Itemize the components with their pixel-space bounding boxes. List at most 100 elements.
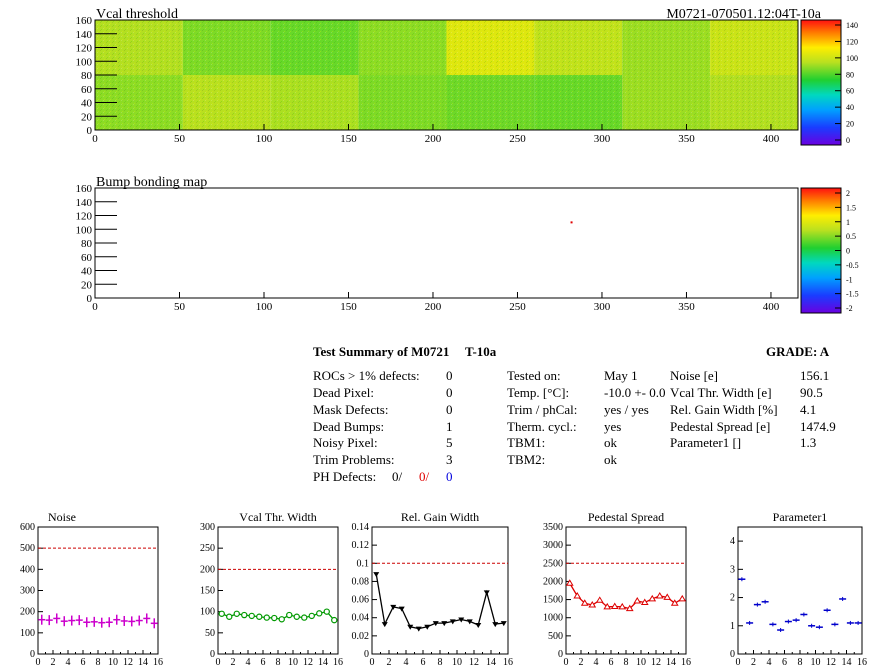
x-tick-label: 100	[256, 133, 273, 145]
data-point	[648, 594, 657, 602]
colorbar-gradient	[800, 19, 842, 146]
x-tick-label: 8	[438, 657, 443, 668]
data-point	[595, 596, 604, 603]
y-tick-label: 3000	[543, 540, 563, 551]
colorbar-tick-label: 0	[846, 247, 850, 256]
x-tick-label: 4	[594, 657, 599, 668]
y-tick-label: 500	[548, 631, 563, 642]
colorbar-tick-label: -2	[846, 304, 853, 313]
y-tick-label: 1000	[543, 613, 563, 624]
pixel-noise	[182, 75, 271, 130]
data-point	[483, 590, 490, 596]
data-point	[248, 612, 255, 620]
y-tick-label: 2000	[543, 576, 563, 587]
data-point	[301, 614, 308, 621]
data-point	[286, 611, 293, 619]
plot-title: Noise	[48, 510, 76, 524]
x-tick-label: 16	[333, 657, 343, 668]
x-tick-label: 50	[174, 301, 186, 313]
series-line	[375, 574, 504, 630]
data-point	[432, 621, 439, 627]
y-tick-label: 140	[76, 197, 93, 209]
x-tick-label: 12	[303, 657, 313, 668]
x-tick-label: 250	[509, 133, 526, 145]
data-point	[308, 612, 315, 620]
y-tick-label: 0	[87, 125, 93, 137]
y-tick-label: 60	[81, 84, 93, 96]
data-point	[458, 617, 465, 623]
x-tick-label: 2	[387, 657, 392, 668]
y-tick-label: 20	[81, 111, 93, 123]
x-tick-label: 0	[736, 657, 741, 668]
y-tick-label: 100	[76, 224, 93, 236]
pixel-noise	[358, 20, 447, 75]
y-tick-label: 0.14	[352, 522, 370, 533]
y-tick-label: 300	[20, 586, 35, 597]
x-tick-label: 4	[66, 657, 71, 668]
pixel-noise	[270, 20, 359, 75]
plot-frame	[737, 526, 863, 655]
colorbar-tick-label: -1	[846, 275, 853, 284]
data-point	[603, 602, 612, 610]
x-tick-label: 4	[767, 657, 772, 668]
data-point	[407, 624, 414, 630]
y-tick-label: 150	[200, 586, 215, 597]
x-tick-label: 300	[594, 301, 611, 313]
x-tick-label: 16	[857, 657, 867, 668]
colorbar-tick-label: 60	[846, 87, 854, 96]
data-point	[633, 597, 642, 604]
x-tick-label: 300	[594, 133, 611, 145]
data-point	[331, 616, 338, 624]
y-tick-label: 200	[200, 564, 215, 575]
data-point	[218, 610, 225, 617]
colorbar-tick-label: 80	[846, 70, 854, 79]
series-line	[569, 582, 683, 610]
colorbar-tick-label: 0.5	[846, 232, 856, 241]
data-point	[663, 593, 672, 600]
x-tick-label: 2	[231, 657, 236, 668]
y-tick-label: 40	[81, 98, 93, 110]
y-tick-label: 1500	[543, 595, 563, 606]
map2-title: Bump bonding map	[96, 175, 207, 190]
series-line	[221, 610, 335, 621]
x-tick-label: 0	[36, 657, 41, 668]
colorbar-tick-label: 120	[846, 37, 858, 46]
data-point	[492, 622, 499, 628]
y-tick-label: 0	[210, 649, 215, 660]
x-tick-label: 14	[666, 657, 676, 668]
x-tick-label: 12	[826, 657, 836, 668]
x-tick-label: 0	[92, 133, 98, 145]
bump-bonding-colorbar: 2 1.5 1 0.5 0 -0.5 -1 -1.5 -2	[800, 187, 859, 314]
x-tick-label: 250	[509, 301, 526, 313]
data-point	[625, 604, 634, 612]
colorbar-tick-label: -1.5	[846, 290, 859, 299]
y-tick-label: 60	[81, 252, 93, 264]
y-tick-label: 300	[200, 522, 215, 533]
data-point	[263, 614, 270, 621]
y-tick-label: 80	[81, 70, 93, 82]
y-tick-label: 120	[76, 43, 93, 55]
colorbar-tick-label: 2	[846, 189, 850, 198]
y-tick-label: 2	[730, 593, 735, 604]
x-tick-label: 100	[256, 301, 273, 313]
vcal-threshold-map: 0 50 100 150 200 250 300 350 4000204060801001201…	[76, 15, 799, 145]
data-point	[271, 614, 278, 622]
x-tick-label: 14	[138, 657, 148, 668]
data-point	[323, 608, 330, 615]
data-point	[415, 626, 422, 632]
data-point	[256, 613, 263, 620]
pixel-noise	[446, 75, 535, 130]
data-point	[678, 594, 687, 602]
plot-title: Rel. Gain Width	[401, 510, 479, 524]
data-point	[573, 591, 582, 599]
x-tick-label: 8	[276, 657, 281, 668]
data-point	[449, 619, 456, 625]
data-point	[500, 621, 507, 627]
data-point	[565, 579, 574, 586]
pixel-noise	[358, 75, 447, 130]
y-tick-label: 80	[81, 238, 93, 250]
x-tick-label: 12	[651, 657, 661, 668]
